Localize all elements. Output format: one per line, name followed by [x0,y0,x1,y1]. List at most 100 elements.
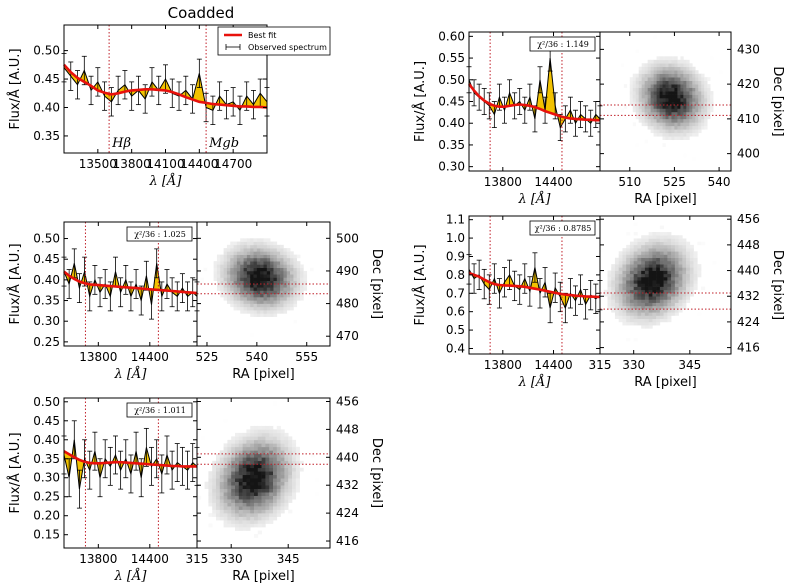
image-pixel [269,520,274,524]
image-pixel [293,270,298,275]
image-pixel [680,125,684,130]
image-pixel [659,260,664,265]
image-pixel [677,66,681,71]
image-pixel [243,280,248,285]
image-pixel [266,284,271,288]
image-pixel [671,111,675,116]
image-pixel [656,94,660,99]
image-pixel [311,513,316,517]
image-pixel [254,506,259,510]
image-pixel [665,80,669,85]
image-pixel [668,118,672,123]
image-pixel [633,260,638,265]
y-tick-label: 0.35 [33,452,60,466]
image-pixel [682,257,687,262]
image-pixel [261,425,266,430]
image-pixel [632,101,637,106]
image-pixel [710,104,714,109]
image-pixel [692,157,696,161]
image-pixel [659,125,663,130]
image-pixel [263,264,268,268]
image-pixel [231,492,236,496]
image-pixel [667,260,672,265]
image-pixel [216,464,221,469]
image-pixel [256,238,261,242]
image-pixel [208,495,213,500]
image-pixel [270,257,274,262]
image-pixel [216,267,221,272]
image-pixel [641,108,645,113]
image-pixel [266,303,271,308]
image-pixel [212,495,217,500]
image-pixel [600,248,605,252]
image-pixel [671,77,675,81]
image-pixel [689,276,694,281]
image-pixel [250,287,254,291]
image-pixel [668,87,672,92]
image-pixel [611,267,616,271]
image-pixel [629,257,634,262]
image-pixel [652,260,657,265]
image-pixel [226,264,231,268]
image-pixel [671,104,675,109]
image-pixel [280,506,285,510]
image-pixel [638,94,642,99]
image-pixel [641,318,646,323]
image-pixel [674,273,679,278]
image-pixel [261,429,266,434]
image-pixel [219,467,224,472]
image-pixel [677,118,681,123]
image-pixel [637,321,642,326]
image-pixel [216,474,221,479]
image-pixel [665,66,669,71]
image-pixel [671,273,676,278]
image-pixel [622,293,627,297]
image-pixel [614,276,620,281]
image-pixel [683,77,687,81]
image-pixel [605,122,610,127]
image-pixel [233,303,238,308]
image-pixel [273,287,278,291]
image-pixel [682,254,687,259]
image-pixel [674,344,679,348]
image-pixel [662,125,666,130]
image-pixel [632,77,637,81]
image-pixel [254,481,259,486]
image-pixel [280,429,285,434]
image-pixel [243,310,248,314]
image-pixel [686,115,690,120]
image-pixel [698,101,702,106]
image-pixel [622,315,627,319]
image-pixel [253,267,258,272]
image-pixel [633,264,638,268]
image-pixel [283,310,288,314]
image-pixel [250,264,254,268]
image-pixel [246,464,251,469]
image-pixel [254,436,259,441]
image-pixel [662,104,666,109]
image-pixel [659,101,663,106]
image-pixel [686,341,691,345]
image-pixel [243,238,248,242]
image-pixel [283,300,288,304]
image-pixel [637,283,642,287]
image-pixel [641,325,646,329]
image-pixel [246,460,251,465]
image-pixel [265,492,270,496]
image-pixel [704,98,708,102]
image-pixel [231,450,236,455]
image-pixel [635,77,640,81]
image-pixel [269,453,274,458]
image-pixel [668,77,672,81]
image-pixel [632,73,637,78]
image-pixel [644,273,649,278]
image-pixel [227,509,232,514]
image-pixel [261,467,266,472]
image-pixel [235,443,240,448]
image-pixel [671,299,676,303]
image-pixel [242,453,247,458]
image-pixel [269,481,274,486]
image-pixel [276,460,281,465]
image-pixel [246,520,251,524]
image-pixel [269,506,274,510]
